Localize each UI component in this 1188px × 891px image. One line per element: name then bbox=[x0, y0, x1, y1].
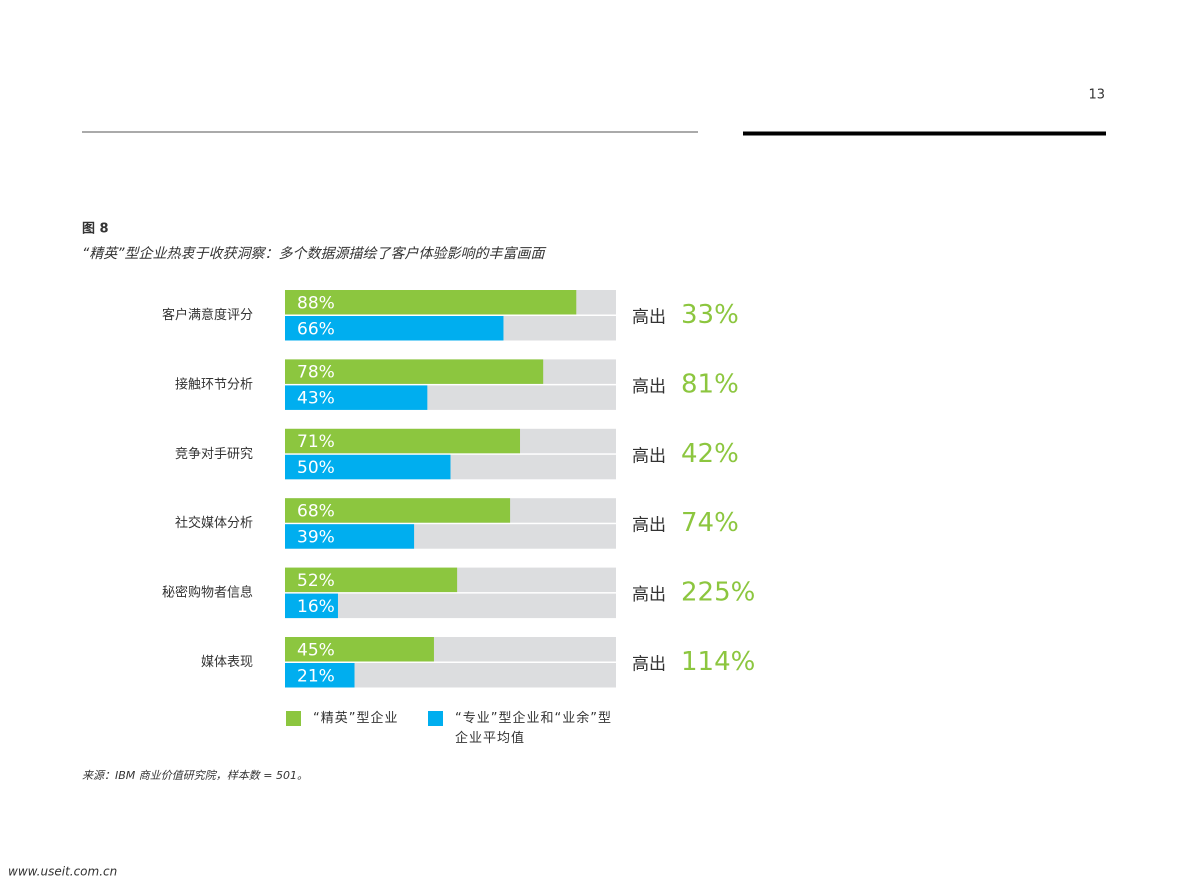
bar bbox=[285, 290, 577, 315]
source: 来源：IBM 商业价值研究院，样本数 = 501。 bbox=[82, 769, 308, 782]
category-label: 秘密购物者信息 bbox=[162, 585, 253, 601]
comparison-value: 74% bbox=[681, 508, 739, 538]
bar bbox=[285, 637, 434, 662]
legend-label: “精英”型企业 bbox=[313, 711, 399, 726]
value-label: 88% bbox=[297, 293, 335, 313]
value-label: 39% bbox=[297, 527, 335, 547]
comparison-prefix: 高出 bbox=[632, 308, 666, 328]
bar bbox=[285, 524, 415, 549]
bar bbox=[285, 498, 511, 523]
value-label: 68% bbox=[297, 501, 335, 521]
comparison-prefix: 高出 bbox=[632, 377, 666, 397]
bar-track bbox=[285, 593, 616, 619]
legend-swatch bbox=[286, 711, 301, 726]
value-label: 21% bbox=[297, 666, 335, 686]
value-label: 50% bbox=[297, 458, 335, 478]
legend-label: “专业”型企业和“业余”型企业平均值 bbox=[455, 711, 612, 746]
legend-swatch bbox=[428, 711, 443, 726]
chart-subtitle: “精英”型企业热衷于收获洞察：多个数据源描绘了客户体验影响的丰富画面 bbox=[82, 246, 547, 262]
bar bbox=[285, 593, 338, 619]
comparison-prefix: 高出 bbox=[632, 585, 666, 605]
comparison-value: 42% bbox=[681, 439, 739, 469]
category-label: 社交媒体分析 bbox=[175, 515, 253, 531]
value-label: 16% bbox=[297, 597, 335, 617]
comparison-value: 33% bbox=[681, 300, 739, 330]
category-label: 客户满意度评分 bbox=[162, 307, 253, 323]
bar bbox=[285, 454, 451, 480]
comparison-value: 81% bbox=[681, 369, 739, 399]
comparison-prefix: 高出 bbox=[632, 516, 666, 536]
bar bbox=[285, 359, 544, 384]
page-number: 13 bbox=[1088, 88, 1105, 103]
comparison-prefix: 高出 bbox=[632, 446, 666, 466]
value-label: 52% bbox=[297, 571, 335, 591]
comparison-prefix: 高出 bbox=[632, 655, 666, 675]
category-label: 媒体表现 bbox=[201, 655, 253, 670]
value-label: 78% bbox=[297, 363, 335, 383]
comparison-value: 225% bbox=[681, 578, 755, 608]
bar bbox=[285, 663, 355, 688]
watermark: www.useit.com.cn bbox=[8, 865, 117, 879]
value-label: 71% bbox=[297, 432, 335, 452]
category-label: 竞争对手研究 bbox=[175, 446, 253, 462]
category-label: 接触环节分析 bbox=[175, 376, 253, 392]
value-label: 66% bbox=[297, 319, 335, 339]
bar bbox=[285, 428, 521, 454]
value-label: 45% bbox=[297, 640, 335, 660]
bar bbox=[285, 567, 458, 593]
bar bbox=[285, 316, 504, 341]
comparison-value: 114% bbox=[681, 647, 755, 677]
value-label: 43% bbox=[297, 389, 335, 409]
chart-title: 图 8 bbox=[82, 222, 109, 237]
bar bbox=[285, 385, 428, 410]
